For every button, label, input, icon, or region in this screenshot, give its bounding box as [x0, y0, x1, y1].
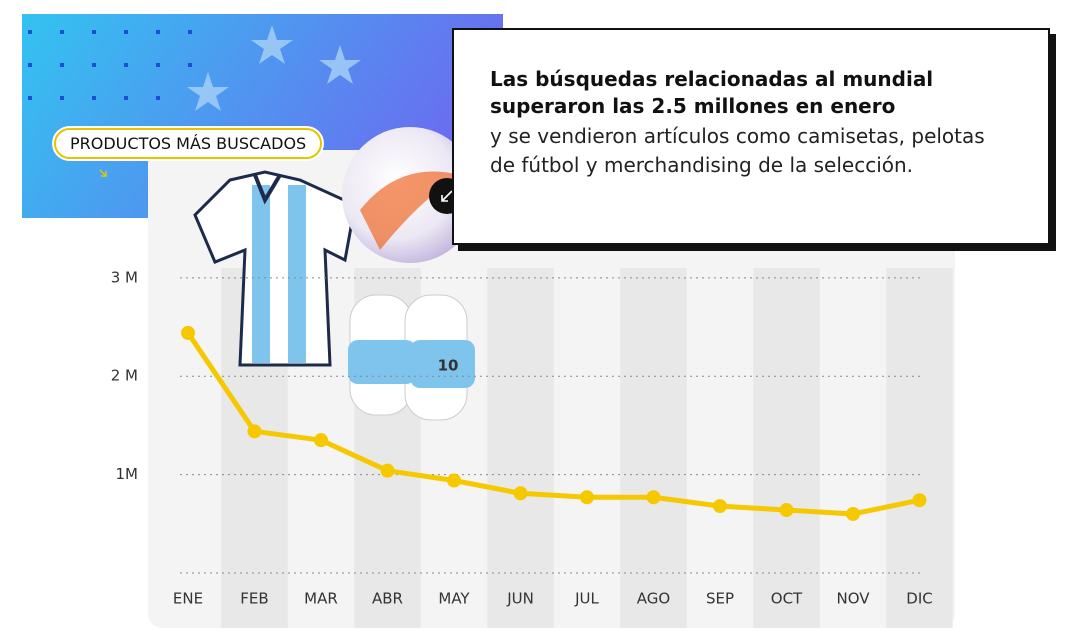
- x-tick-label: MAY: [438, 590, 470, 608]
- arrow-icon: [441, 190, 453, 202]
- shirt: [193, 170, 357, 367]
- x-tick-label: OCT: [771, 590, 803, 608]
- point: [513, 486, 528, 501]
- x-tick-label: AGO: [637, 590, 670, 608]
- callout: Las búsquedas relacionadas al mundial su…: [452, 28, 1050, 245]
- x-tick-label: MAR: [304, 590, 338, 608]
- point: [779, 503, 794, 518]
- x-tick-label: JUN: [506, 590, 534, 608]
- point: [447, 473, 461, 488]
- x-tick-label: FEB: [240, 590, 268, 608]
- y-tick-label: 3 M: [111, 268, 138, 286]
- point: [247, 424, 262, 439]
- column-band: [753, 268, 820, 628]
- x-tick-label: NOV: [836, 590, 870, 608]
- line: [185, 331, 921, 517]
- x-tick-label: JUL: [574, 590, 599, 608]
- point: [646, 490, 661, 505]
- point: [580, 490, 594, 505]
- dots: [28, 30, 192, 100]
- point: [912, 493, 927, 508]
- point: [314, 433, 328, 448]
- y-tick-label: 1M: [116, 465, 139, 483]
- x-tick-label: DIC: [906, 590, 932, 608]
- title: Las búsquedas relacionadas al mundial su…: [490, 67, 934, 118]
- svg-text:10: 10: [438, 357, 459, 375]
- column-band: [886, 268, 953, 628]
- stars: [187, 25, 361, 111]
- point: [846, 506, 860, 521]
- slippers: 10: [348, 294, 475, 421]
- subtitle: y se vendieron artículos como camisetas,…: [490, 124, 985, 177]
- point: [713, 499, 727, 514]
- point: [181, 325, 195, 340]
- x-tick-label: ENE: [173, 590, 203, 608]
- x-tick-label: ABR: [372, 590, 403, 608]
- point: [380, 463, 395, 478]
- badge-arrow: [99, 169, 107, 177]
- column-band: [487, 268, 554, 628]
- column-band: [620, 268, 687, 628]
- badge: PRODUCTOS MÁS BUSCADOS: [54, 128, 323, 159]
- x-tick-label: SEP: [706, 590, 734, 608]
- y-tick-label: 2 M: [111, 367, 138, 385]
